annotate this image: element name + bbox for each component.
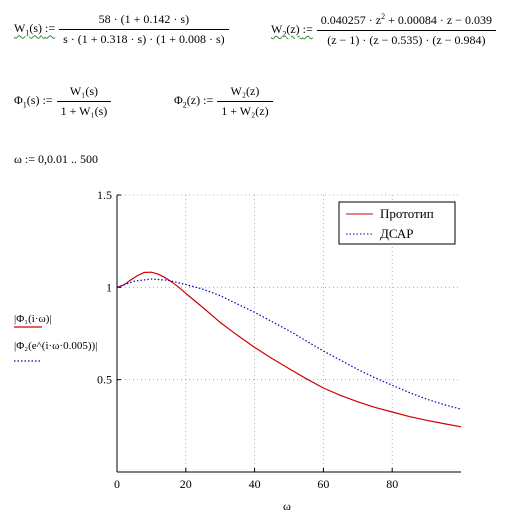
equation-phi1[interactable]: Φ1(s) := W₁(s) 1 + W₁(s) xyxy=(14,84,112,119)
phi1-denominator: 1 + W₁(s) xyxy=(60,104,108,118)
x-tick-label: 80 xyxy=(386,477,398,491)
y-tick-label: 0.5 xyxy=(97,373,112,387)
equation-w1[interactable]: W1(s) := 58 · (1 + 0.142 · s) s · (1 + 0… xyxy=(14,12,229,47)
y-tick-label: 1.5 xyxy=(97,188,112,202)
equation-w2[interactable]: W2(z) := 0.040257 · z2 + 0.00084 · z − 0… xyxy=(271,12,496,48)
legend-box xyxy=(338,201,456,245)
x-tick-label: 20 xyxy=(180,477,192,491)
w2-lhs: W2(z) := xyxy=(271,21,313,39)
legend-label-prototype: Прототип xyxy=(380,206,434,221)
x-tick-label: 0 xyxy=(114,477,120,491)
phi2-denominator: 1 + W₂(z) xyxy=(221,104,269,118)
legend: Прототип ДСАР xyxy=(338,201,456,245)
w1-numerator: 58 · (1 + 0.142 · s) xyxy=(98,12,190,26)
omega-range-definition[interactable]: ω := 0,0.01 .. 500 xyxy=(14,152,98,166)
w1-lhs: W1(s) := xyxy=(14,21,56,38)
series-line-dsar xyxy=(116,278,462,410)
y-tick-label: 1 xyxy=(106,280,112,294)
phi1-numerator: W₁(s) xyxy=(69,84,99,98)
y-axis-label-1: |Φ₁(i·ω)| xyxy=(14,313,52,325)
phi2-numerator: W₂(z) xyxy=(230,84,260,98)
w1-denominator: s · (1 + 0.318 · s) · (1 + 0.008 · s) xyxy=(63,32,225,46)
series-line-prototype xyxy=(116,271,462,428)
equation-phi2[interactable]: Φ2(z) := W₂(z) 1 + W₂(z) xyxy=(174,84,273,119)
phi2-lhs: Φ2(z) := xyxy=(174,93,214,110)
x-tick-label: 40 xyxy=(249,477,261,491)
legend-label-dsar: ДСАР xyxy=(380,226,414,241)
x-tick-label: 60 xyxy=(317,477,329,491)
phi1-fraction: W₁(s) 1 + W₁(s) xyxy=(56,84,112,119)
w2-fraction: 0.040257 · z2 + 0.00084 · z − 0.039 (z −… xyxy=(316,12,496,48)
w2-numerator: 0.040257 · z2 + 0.00084 · z − 0.039 xyxy=(320,12,492,27)
plot-region[interactable]: 0 20 40 60 80 0.5 1 1.5 |Φ₁(i·ω)| |Φ₂(e^(i·ω·0.0… xyxy=(0,180,518,517)
w1-fraction: 58 · (1 + 0.142 · s) s · (1 + 0.318 · s)… xyxy=(59,12,229,47)
phi2-fraction: W₂(z) 1 + W₂(z) xyxy=(217,84,273,119)
phi1-lhs: Φ1(s) := xyxy=(14,93,53,110)
w2-denominator: (z − 1) · (z − 0.535) · (z − 0.984) xyxy=(327,33,486,47)
y-axis-label-2: |Φ₂(e^(i·ω·0.005))| xyxy=(14,340,97,352)
x-axis-label: ω xyxy=(283,499,291,513)
